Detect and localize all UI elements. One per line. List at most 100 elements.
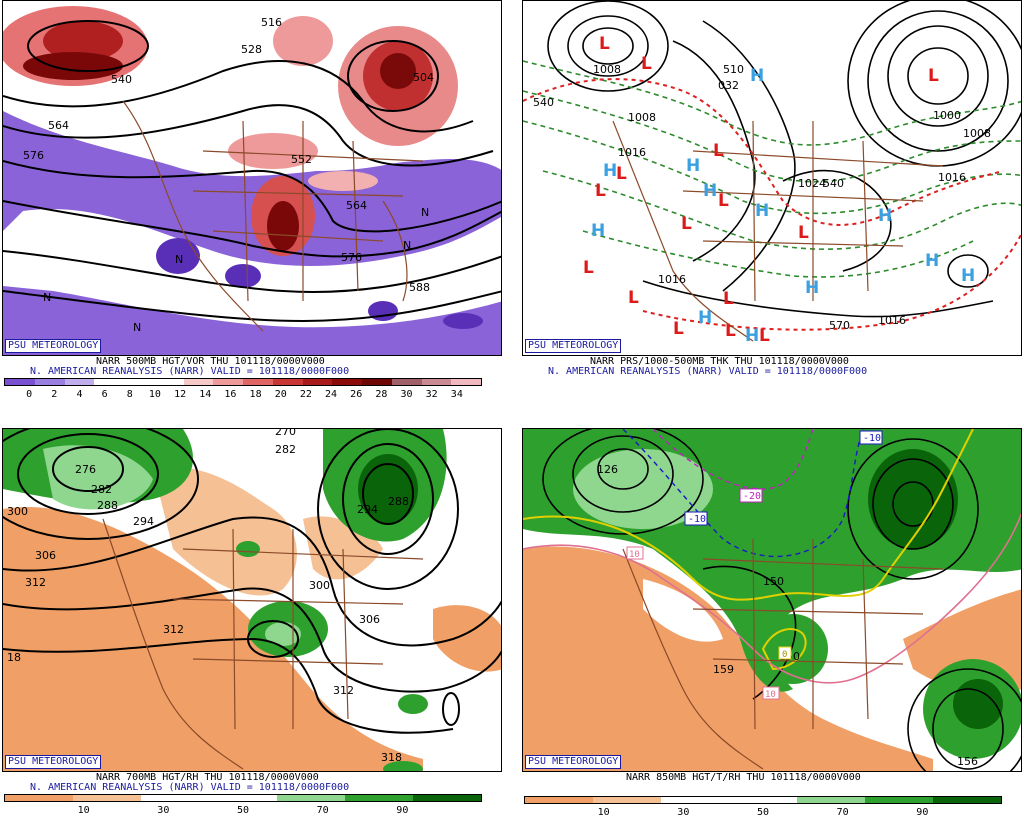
contour-label: 276 [75,463,96,476]
colorbar-swatch [865,797,933,803]
low-marker: L [681,214,692,234]
high-marker: H [805,278,819,298]
contour-label: 312 [163,623,184,636]
contour-label: 1000 [933,109,961,122]
contour-label: 540 [111,73,132,86]
low-marker: L [725,321,736,341]
colorbar-swatch [729,797,797,803]
vort-min-sw [156,238,200,274]
colorbar-tick-label: 10 [597,807,610,818]
colorbar-tick-label: 22 [299,389,312,400]
colorbar-tick-label: 4 [76,389,83,400]
contour-label: 1016 [878,314,906,327]
low-marker: L [628,288,639,308]
colorbar-swatch [213,379,243,385]
colorbar-swatch [345,795,413,801]
colorbar-swatch [94,379,124,385]
contour-label: 288 [97,499,118,512]
colorbar-swatch [302,379,333,385]
colorbar-swatch [5,379,35,385]
colorbar-swatch [593,797,661,803]
colorbar-swatch [933,797,1001,803]
contour-label: 1016 [618,146,646,159]
colorbar-swatch [124,379,154,385]
vort-min-marker: N [421,206,429,219]
low-marker: L [595,181,606,201]
psu-meteorology-badge: PSU METEOROLOGY [5,339,102,353]
low-marker: L [718,191,729,211]
colorbar-tick-label: 50 [236,805,250,816]
contour-label: 312 [25,576,46,589]
vorticity-colorbar-ticks: 0 2 4 6 8 10 12 14 16 18 20 22 24 26 28 30 32 34 [4,389,482,401]
colorbar-swatch [451,379,481,385]
panel-title: NARR 500MB HGT/VOR THU 101118/0000V000 [96,356,325,367]
contour-label: 576 [23,149,44,162]
contour-label: 150 [763,575,784,588]
colorbar-tick-label: 10 [148,389,161,400]
isotherm-label: 10 [629,550,640,560]
colorbar-swatch [64,379,95,385]
contour-label: 282 [275,443,296,456]
high-marker: H [745,326,759,346]
contour-label: 540 [533,96,554,109]
panel-850mb-t-rh: 126 150 150 159 156 -10 -10 -20 10 10 0 [520,420,1024,819]
rh-fill-dry [3,507,423,771]
contour-label: 288 [388,495,409,508]
colorbar-tick-label: 30 [677,807,690,818]
isotherm-plus10 [523,512,1021,684]
colorbar-swatch [5,795,73,801]
colorbar-swatch [391,379,422,385]
panel-700mb-rh: 276 282 288 294 270 282 288 294 300 306 … [0,420,512,819]
panel-subtitle: N. AMERICAN REANALYSIS (NARR) VALID = 10… [548,366,868,377]
low-marker: L [599,34,610,54]
colorbar-swatch [272,379,303,385]
colorbar-tick-label: 14 [199,389,212,400]
colorbar-swatch [277,795,345,801]
colorbar-swatch [34,379,65,385]
isotherm-label: 0 [782,650,787,660]
panel-subtitle: N. AMERICAN REANALYSIS (NARR) VALID = 10… [30,782,350,793]
contour-label: 510 [723,63,744,76]
map-700mb-rh: 276 282 288 294 270 282 288 294 300 306 … [2,428,502,772]
isobars [547,1,1021,318]
colorbar-tick-label: 30 [400,389,413,400]
isotherm-cold [622,429,864,558]
colorbar-swatch [525,797,593,803]
high-marker: H [755,201,769,221]
colorbar-swatch [141,795,209,801]
psu-meteorology-badge: PSU METEOROLOGY [525,339,622,353]
geopolitical-boundaries [622,538,944,770]
panel-title: NARR 850MB HGT/T/RH THU 101118/0000V000 [626,772,861,783]
colorbar-swatch [209,795,277,801]
high-marker: H [591,221,605,241]
contour-label: 1016 [658,273,686,286]
colorbar-tick-label: 30 [157,805,170,816]
low-marker: L [713,141,724,161]
contour-label: 1024 [798,177,826,190]
colorbar-swatch [362,379,392,385]
high-pressure-markers: H H H H H H H H H H H H [591,66,975,346]
contour-label: 312 [333,684,354,697]
map-500mb-graphic: 516 528 564 576 552 564 576 588 540 504 … [3,1,501,355]
contour-label: 576 [341,251,362,264]
low-marker: L [616,164,627,184]
contour-label: 18 [7,651,21,664]
colorbar-tick-label: 34 [450,389,463,400]
freezing-thickness-line [523,78,1021,331]
colorbar-swatch [332,379,362,385]
high-marker: H [703,181,717,201]
vort-min-marker: N [43,291,51,304]
low-marker: L [723,289,734,309]
colorbar-swatch [243,379,273,385]
low-marker: L [583,258,594,278]
height-contours-700mb [3,429,501,734]
colorbar-swatch [153,379,184,385]
contour-label: 516 [261,16,282,29]
contour-label: 1008 [963,127,991,140]
contour-label: 1016 [938,171,966,184]
contour-label: 032 [718,79,739,92]
vort-min-marker: N [403,239,411,252]
isotherm-label: 10 [765,690,776,700]
contour-label: 126 [597,463,618,476]
colorbar-tick-label: 12 [174,389,187,400]
